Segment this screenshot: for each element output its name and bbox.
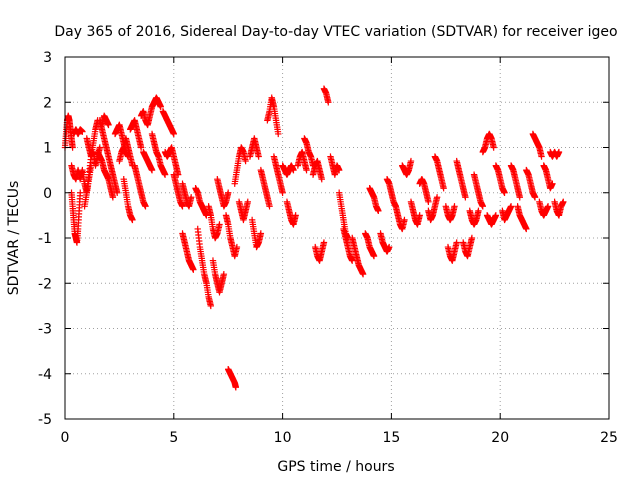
data-point [475, 207, 482, 215]
data-point [479, 203, 486, 210]
data-point [105, 121, 112, 129]
x-axis-label: GPS time / hours [277, 459, 394, 475]
data-point [290, 166, 297, 174]
x-tick-label: 20 [491, 430, 509, 446]
data-point [501, 189, 508, 196]
x-tick-label: 10 [274, 430, 292, 446]
data-point [188, 194, 195, 201]
data-point [232, 384, 240, 391]
data-point [303, 166, 310, 174]
data-point [462, 194, 469, 201]
data-point [216, 221, 223, 228]
data-point [137, 144, 145, 151]
y-tick-label: 0 [43, 186, 52, 202]
data-point [359, 271, 367, 278]
data-point [109, 194, 117, 201]
data-point [255, 153, 262, 160]
y-tick-label: -3 [38, 322, 52, 338]
data-point [375, 207, 382, 215]
data-point [490, 144, 497, 151]
data-point [233, 243, 241, 251]
data-point [114, 189, 121, 196]
data-point [190, 266, 197, 273]
data-point [170, 130, 177, 138]
y-tick-label: 2 [43, 95, 52, 111]
data-point [79, 128, 86, 135]
data-point [407, 157, 415, 165]
data-point [516, 194, 523, 201]
data-point [179, 203, 186, 210]
y-axis-label: SDTVAR / TECUs [6, 181, 22, 296]
data-points [61, 85, 567, 391]
data-point [142, 203, 149, 210]
data-point [549, 180, 556, 187]
data-point [244, 198, 251, 205]
y-tick-label: -5 [38, 412, 52, 428]
data-point [77, 189, 84, 196]
data-point [335, 166, 343, 174]
data-point [401, 216, 408, 224]
data-point [531, 194, 539, 201]
data-point [292, 212, 299, 219]
data-point [523, 225, 530, 233]
data-point [225, 189, 232, 196]
data-point [161, 171, 169, 178]
x-tick-label: 15 [382, 430, 400, 446]
data-point [279, 189, 286, 196]
data-point [560, 198, 567, 205]
x-axis-ticks: 0 5 10 15 20 25 [61, 57, 618, 446]
y-tick-label: 1 [43, 141, 52, 157]
x-tick-label: 25 [600, 430, 618, 446]
y-tick-label: -2 [38, 276, 52, 292]
data-point [275, 130, 282, 138]
data-point [386, 243, 393, 251]
data-point [507, 203, 515, 210]
data-point [129, 216, 136, 224]
data-point [370, 252, 378, 260]
data-point [257, 230, 265, 237]
data-point [453, 239, 460, 246]
data-point [492, 212, 500, 219]
x-tick-label: 5 [169, 430, 178, 446]
data-point [318, 175, 325, 183]
data-point [220, 271, 228, 278]
data-point [433, 194, 441, 201]
data-point [451, 203, 458, 210]
data-point [157, 103, 164, 110]
data-point [468, 234, 476, 242]
data-point [96, 144, 104, 151]
y-tick-label: -1 [38, 231, 52, 247]
data-point [555, 148, 563, 156]
data-point [538, 153, 545, 160]
data-point [425, 198, 432, 205]
data-point [544, 203, 552, 210]
data-point [440, 185, 447, 192]
data-point [266, 203, 273, 210]
data-point [207, 302, 214, 310]
y-axis-ticks: -5 -4 -3 -2 -1 0 1 2 3 [38, 50, 609, 428]
data-point [416, 212, 423, 219]
data-point [325, 99, 332, 106]
chart-title: Day 365 of 2016, Sidereal Day-to-day VTE… [54, 24, 617, 40]
x-tick-label: 0 [61, 430, 70, 446]
data-point [349, 257, 356, 264]
data-point [320, 239, 328, 246]
y-tick-label: -4 [38, 367, 52, 383]
y-tick-label: 3 [43, 50, 52, 66]
data-point [242, 157, 249, 165]
data-point [148, 166, 156, 174]
